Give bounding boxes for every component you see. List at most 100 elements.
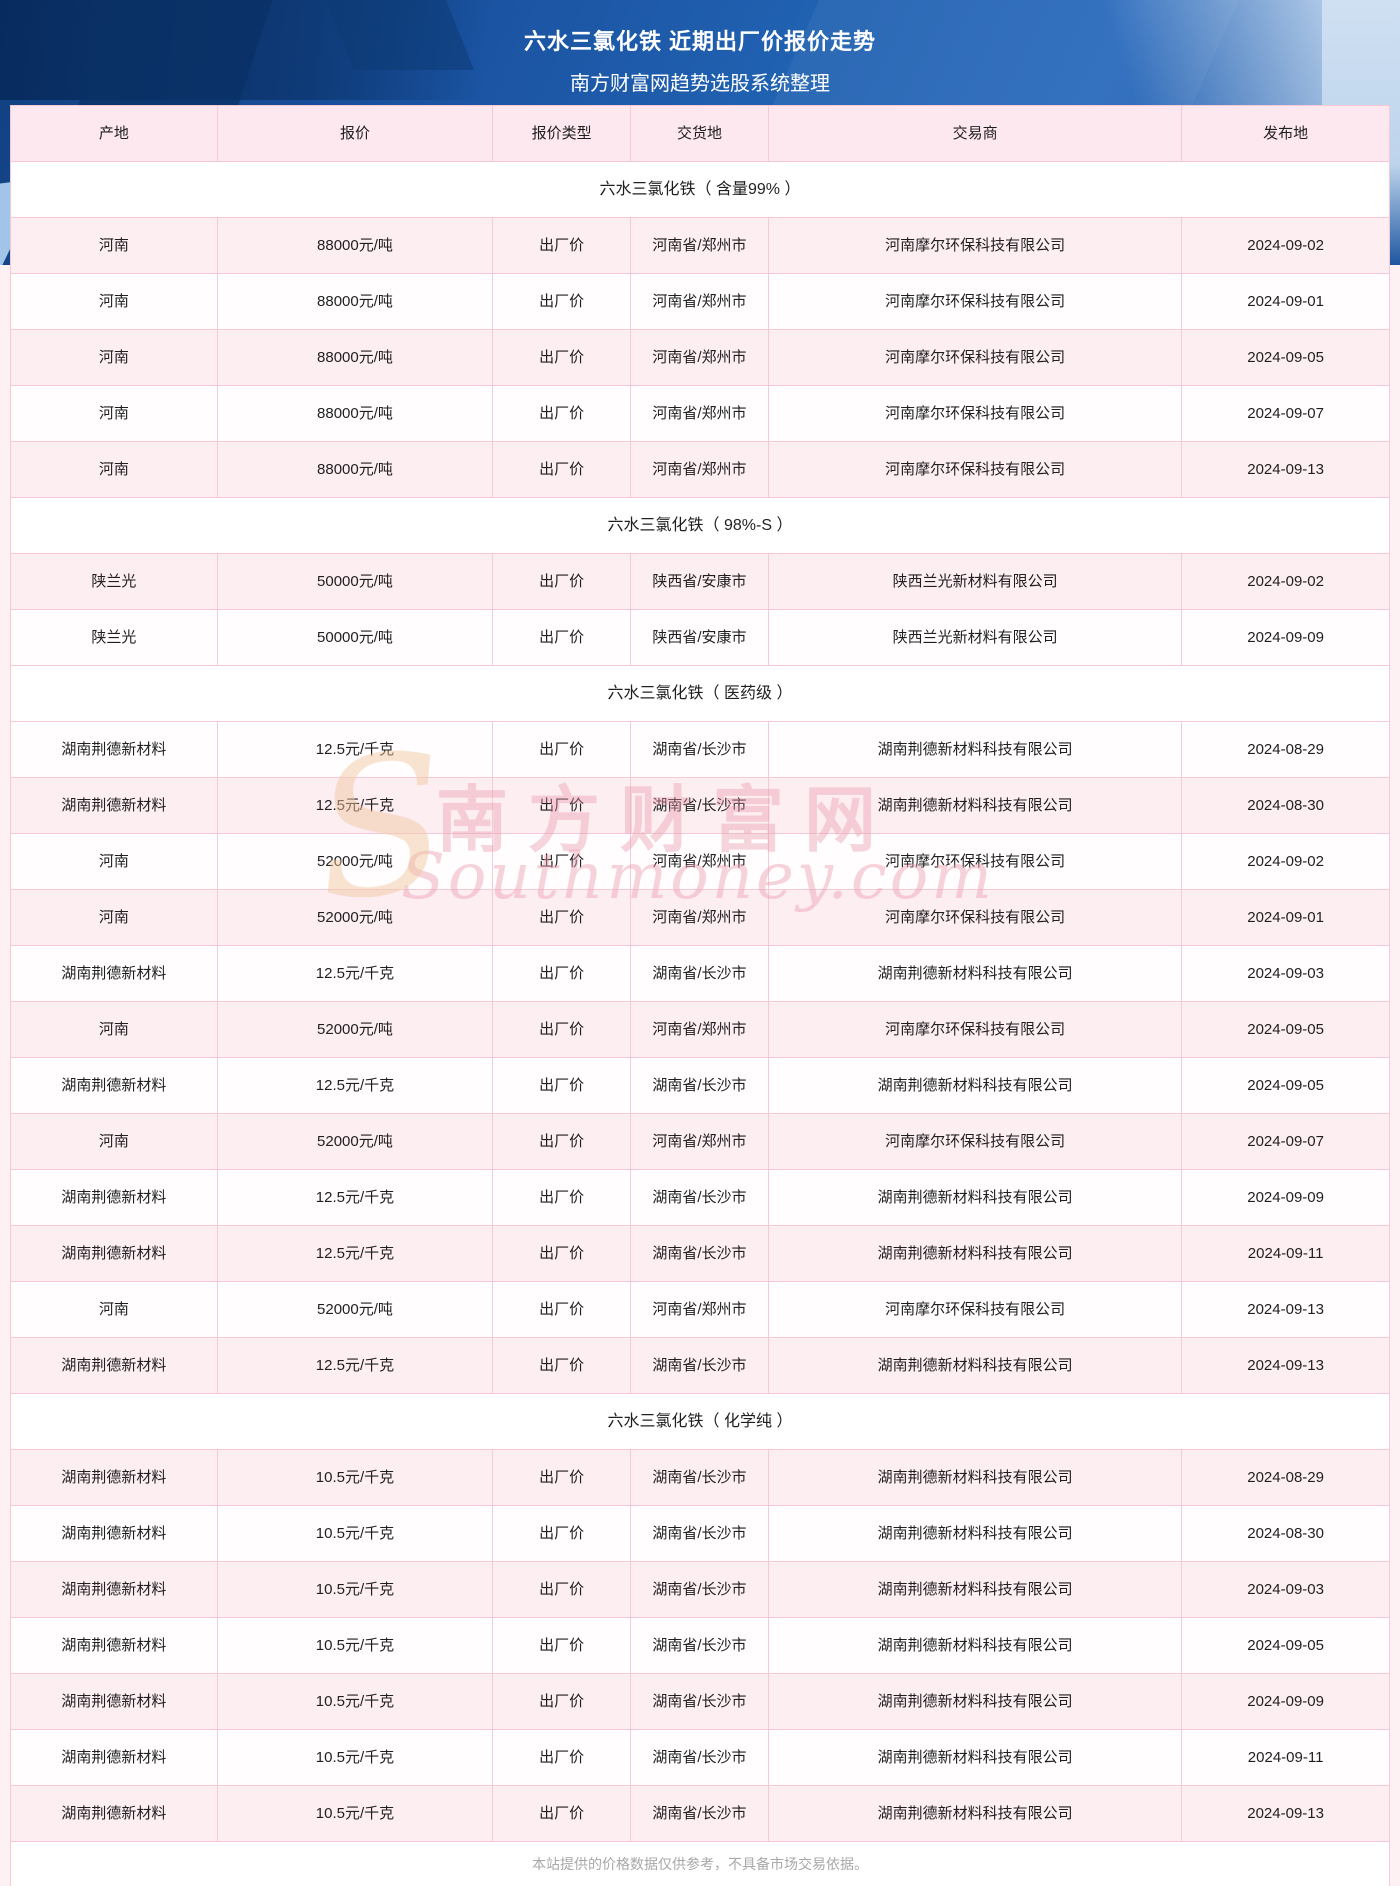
section-title: 六水三氯化铁（ 化学纯 ）: [607, 1412, 793, 1430]
cell-trader: 河南摩尔环保科技有限公司: [769, 834, 1183, 889]
cell-price: 52000元/吨: [218, 1114, 494, 1169]
cell-price-type: 出厂价: [493, 330, 632, 385]
cell-price-type: 出厂价: [493, 218, 632, 273]
cell-price-type: 出厂价: [493, 386, 632, 441]
cell-price-type: 出厂价: [493, 1786, 632, 1841]
cell-origin: 河南: [11, 386, 218, 441]
cell-delivery-place: 湖南省/长沙市: [631, 722, 769, 777]
cell-price: 12.5元/千克: [218, 946, 494, 1001]
cell-price: 10.5元/千克: [218, 1618, 494, 1673]
cell-trader: 河南摩尔环保科技有限公司: [769, 274, 1183, 329]
cell-price-type: 出厂价: [493, 274, 632, 329]
cell-origin: 河南: [11, 1282, 218, 1337]
cell-price: 50000元/吨: [218, 554, 494, 609]
section-title: 六水三氯化铁（ 医药级 ）: [607, 684, 793, 702]
cell-price-type: 出厂价: [493, 1674, 632, 1729]
cell-origin: 河南: [11, 1114, 218, 1169]
cell-price-type: 出厂价: [493, 1058, 632, 1113]
cell-trader: 河南摩尔环保科技有限公司: [769, 330, 1183, 385]
cell-publish-date: 2024-09-03: [1247, 1580, 1324, 1598]
cell-origin: 湖南荆德新材料: [11, 722, 218, 777]
cell-publish-date: 2024-09-05: [1247, 348, 1324, 366]
cell-price-type: 出厂价: [493, 778, 632, 833]
cell-delivery-place: 湖南省/长沙市: [631, 1226, 769, 1281]
table-row: 湖南荆德新材料 12.5元/千克 出厂价 湖南省/长沙市 湖南荆德新材料科技有限公司 20…: [11, 1170, 1389, 1226]
cell-price: 12.5元/千克: [218, 778, 494, 833]
cell-origin: 河南: [11, 330, 218, 385]
cell-publish-date: 2024-09-05: [1247, 1020, 1324, 1038]
table-row: 湖南荆德新材料 10.5元/千克 出厂价 湖南省/长沙市 湖南荆德新材料科技有限公司 20…: [11, 1562, 1389, 1618]
table-row: 湖南荆德新材料 10.5元/千克 出厂价 湖南省/长沙市 湖南荆德新材料科技有限公司 20…: [11, 1674, 1389, 1730]
cell-delivery-place: 河南省/郑州市: [631, 1282, 769, 1337]
section-title-row-0: 六水三氯化铁（ 含量99% ）: [11, 162, 1389, 218]
cell-origin: 湖南荆德新材料: [11, 1058, 218, 1113]
cell-delivery-place: 湖南省/长沙市: [631, 1562, 769, 1617]
cell-trader: 河南摩尔环保科技有限公司: [769, 1002, 1183, 1057]
cell-price: 88000元/吨: [218, 218, 494, 273]
cell-publish-date: 2024-09-02: [1247, 572, 1324, 590]
cell-publish-date: 2024-09-05: [1247, 1076, 1324, 1094]
page-subtitle: 南方财富网趋势选股系统整理: [570, 73, 830, 95]
cell-price-type: 出厂价: [493, 1226, 632, 1281]
cell-price: 10.5元/千克: [218, 1506, 494, 1561]
cell-price-type: 出厂价: [493, 554, 632, 609]
cell-publish-date: 2024-09-01: [1247, 292, 1324, 310]
cell-trader: 陕西兰光新材料有限公司: [769, 554, 1183, 609]
cell-publish-date: 2024-09-13: [1247, 1804, 1324, 1822]
cell-publish-date: 2024-08-30: [1247, 1524, 1324, 1542]
cell-origin: 河南: [11, 218, 218, 273]
cell-price-type: 出厂价: [493, 1562, 632, 1617]
cell-delivery-place: 河南省/郑州市: [631, 442, 769, 497]
cell-origin: 河南: [11, 890, 218, 945]
table-row: 河南 88000元/吨 出厂价 河南省/郑州市 河南摩尔环保科技有限公司 2024-09-…: [11, 330, 1389, 386]
cell-price: 88000元/吨: [218, 330, 494, 385]
cell-delivery-place: 河南省/郑州市: [631, 274, 769, 329]
section-title-row-2: 六水三氯化铁（ 医药级 ）: [11, 666, 1389, 722]
price-table: 产地 报价 报价类型 交货地 交易商 发布地 六水三氯化铁（ 含量99% ）河南 88000元…: [10, 105, 1390, 1886]
cell-origin: 湖南荆德新材料: [11, 1506, 218, 1561]
section-title-row-1: 六水三氯化铁（ 98%-S ）: [11, 498, 1389, 554]
cell-origin: 湖南荆德新材料: [11, 1450, 218, 1505]
footer-note: 本站提供的价格数据仅供参考，不具备市场交易依据。: [532, 1855, 868, 1872]
cell-origin: 河南: [11, 1002, 218, 1057]
table-row: 河南 88000元/吨 出厂价 河南省/郑州市 河南摩尔环保科技有限公司 2024-09-…: [11, 274, 1389, 330]
cell-delivery-place: 湖南省/长沙市: [631, 1674, 769, 1729]
cell-origin: 湖南荆德新材料: [11, 1338, 218, 1393]
cell-publish-date: 2024-09-11: [1247, 1748, 1324, 1766]
column-header-delivery-place: 交货地: [631, 106, 769, 161]
cell-delivery-place: 湖南省/长沙市: [631, 1170, 769, 1225]
cell-delivery-place: 河南省/郑州市: [631, 386, 769, 441]
cell-origin: 湖南荆德新材料: [11, 1786, 218, 1841]
table-row: 河南 88000元/吨 出厂价 河南省/郑州市 河南摩尔环保科技有限公司 2024-09-…: [11, 442, 1389, 498]
cell-price: 12.5元/千克: [218, 1226, 494, 1281]
cell-origin: 湖南荆德新材料: [11, 1618, 218, 1673]
table-row: 陕兰光 50000元/吨 出厂价 陕西省/安康市 陕西兰光新材料有限公司 2024-09-…: [11, 554, 1389, 610]
cell-trader: 湖南荆德新材料科技有限公司: [769, 1450, 1183, 1505]
cell-trader: 河南摩尔环保科技有限公司: [769, 890, 1183, 945]
cell-trader: 湖南荆德新材料科技有限公司: [769, 778, 1183, 833]
cell-publish-date: 2024-09-13: [1247, 1356, 1324, 1374]
cell-delivery-place: 湖南省/长沙市: [631, 946, 769, 1001]
cell-publish-date: 2024-09-13: [1247, 1300, 1324, 1318]
table-row: 河南 52000元/吨 出厂价 河南省/郑州市 河南摩尔环保科技有限公司 2024-09-…: [11, 1282, 1389, 1338]
cell-publish-date: 2024-09-07: [1247, 1132, 1324, 1150]
cell-delivery-place: 陕西省/安康市: [631, 554, 769, 609]
cell-price: 88000元/吨: [218, 386, 494, 441]
cell-price: 12.5元/千克: [218, 1338, 494, 1393]
cell-delivery-place: 河南省/郑州市: [631, 1114, 769, 1169]
cell-publish-date: 2024-09-11: [1247, 1244, 1324, 1262]
cell-trader: 湖南荆德新材料科技有限公司: [769, 1786, 1183, 1841]
table-row: 湖南荆德新材料 12.5元/千克 出厂价 湖南省/长沙市 湖南荆德新材料科技有限公司 20…: [11, 946, 1389, 1002]
price-table-body: 产地 报价 报价类型 交货地 交易商 发布地 六水三氯化铁（ 含量99% ）河南 88000元…: [11, 106, 1389, 1886]
table-header-row: 产地 报价 报价类型 交货地 交易商 发布地: [11, 106, 1389, 162]
cell-publish-date: 2024-09-02: [1247, 852, 1324, 870]
section-title: 六水三氯化铁（ 98%-S ）: [607, 516, 793, 534]
cell-delivery-place: 湖南省/长沙市: [631, 1338, 769, 1393]
cell-trader: 湖南荆德新材料科技有限公司: [769, 1506, 1183, 1561]
cell-price-type: 出厂价: [493, 890, 632, 945]
cell-price: 52000元/吨: [218, 834, 494, 889]
cell-price-type: 出厂价: [493, 1114, 632, 1169]
cell-publish-date: 2024-09-13: [1247, 460, 1324, 478]
cell-price: 10.5元/千克: [218, 1786, 494, 1841]
